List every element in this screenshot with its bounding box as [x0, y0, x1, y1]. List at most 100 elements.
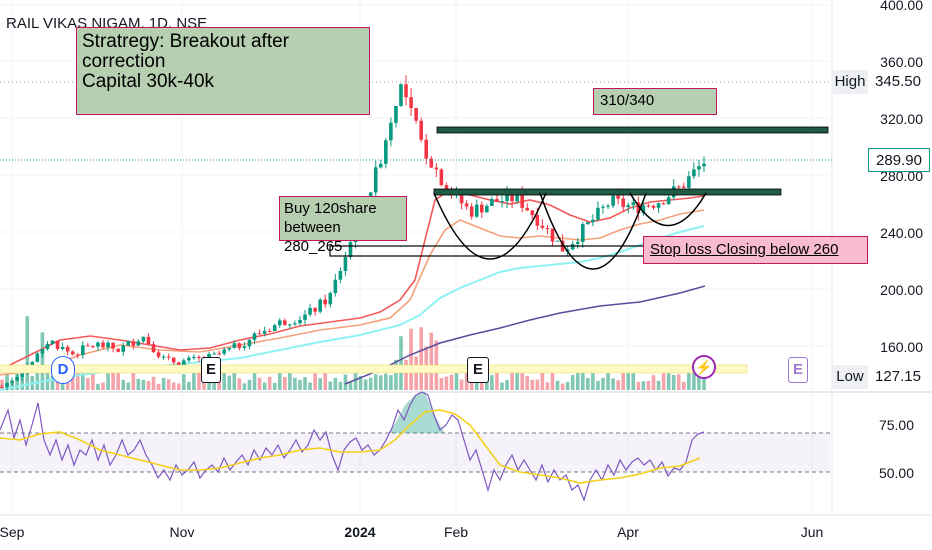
volume-bar	[338, 381, 343, 390]
time-tick-apr: Apr	[617, 524, 639, 540]
rsi-tick-75: 75.00	[879, 417, 914, 433]
volume-bar	[161, 377, 166, 390]
volume-bar	[343, 374, 348, 390]
candle-body	[545, 227, 550, 229]
candle-body	[283, 320, 287, 325]
volume-bar	[40, 332, 45, 390]
volume-bar	[550, 368, 555, 390]
candle-body	[126, 341, 131, 346]
candle-body	[596, 207, 600, 220]
candle-body	[555, 240, 560, 242]
drawings[interactable]	[329, 126, 829, 270]
candle-body	[136, 341, 141, 346]
candle-body	[187, 357, 191, 361]
resistance-bar-lower[interactable]	[433, 188, 782, 196]
candle-body	[91, 346, 95, 348]
candle-body	[121, 345, 126, 352]
volume-bar	[661, 373, 666, 390]
volume-bar	[525, 375, 530, 390]
strategy-note[interactable]: Stratregy: Breakout after correction Cap…	[76, 27, 370, 115]
volume-bar	[96, 383, 100, 390]
price-tick-240: 240.00	[880, 225, 923, 241]
cup-arc-middle[interactable]	[539, 192, 647, 270]
volume-bar	[697, 371, 701, 390]
last-price-badge[interactable]: 289.90	[868, 148, 930, 172]
volume-bar	[591, 370, 595, 390]
volume-bar	[687, 369, 691, 390]
volume-bar	[348, 382, 353, 390]
candle-body	[515, 192, 519, 202]
volume-bar	[586, 378, 590, 390]
candle-body	[601, 206, 605, 208]
earnings-marker-2[interactable]: E	[467, 357, 489, 383]
volume-bar	[671, 374, 676, 390]
volume-bar	[222, 368, 227, 390]
cup-arc-left[interactable]	[433, 192, 547, 260]
low-label: Low	[832, 365, 868, 389]
candle-body	[308, 307, 312, 315]
volume-bar	[86, 378, 90, 390]
volume-bar	[636, 381, 641, 390]
volume-bar	[681, 381, 686, 390]
volume-bar	[116, 371, 120, 390]
price-tick-360: 360.00	[880, 54, 923, 70]
rsi-ma-line	[0, 409, 701, 484]
candle-body	[227, 347, 232, 350]
volume-bar	[333, 377, 338, 390]
candle-body	[530, 210, 535, 216]
rsi-axis[interactable]: 75.00 50.00	[879, 417, 914, 481]
candle-body	[207, 354, 211, 360]
time-axis[interactable]: Sep Nov 2024 Feb Apr Jun	[0, 524, 823, 540]
volume-bar	[131, 368, 136, 390]
volume-bar	[495, 369, 499, 390]
volume-bar	[616, 380, 620, 390]
volume-bar	[449, 374, 454, 390]
volume-bar	[469, 379, 474, 390]
volume-bar	[378, 375, 383, 390]
candle-body	[197, 356, 201, 358]
stop-loss-note[interactable]: Stop loss Closing below 260	[643, 236, 868, 264]
dividend-marker[interactable]: D	[51, 356, 75, 384]
candle-body	[338, 270, 343, 280]
target-note[interactable]: 310/340	[593, 88, 717, 115]
candle-body	[591, 219, 595, 223]
flash-event-icon[interactable]: ⚡	[692, 355, 716, 379]
price-axis[interactable]: 400.00 360.00 320.00 280.00 240.00 200.0…	[880, 0, 923, 355]
candle-body	[176, 362, 181, 365]
volume-bar	[171, 382, 176, 390]
volume-bar	[10, 382, 14, 390]
volume-bar	[252, 373, 257, 390]
candle-body	[298, 319, 302, 324]
volume-bar	[15, 373, 19, 390]
volume-bar	[237, 378, 242, 390]
candle-body	[318, 299, 322, 312]
volume-bar	[646, 381, 651, 390]
buy-line-1: Buy 120share	[284, 200, 377, 217]
candle-body	[156, 352, 161, 357]
volume-bar	[151, 376, 156, 390]
candle-body	[116, 348, 120, 352]
time-tick-feb: Feb	[444, 524, 468, 540]
candle-body	[580, 224, 585, 242]
buy-note[interactable]: Buy 120share between 280_265	[279, 196, 407, 255]
candle-body	[293, 323, 297, 325]
candle-body	[217, 353, 221, 355]
volume-bar	[641, 381, 646, 390]
volume-bar	[560, 383, 565, 390]
volume-bar	[126, 382, 131, 390]
cup-arc-right[interactable]	[629, 192, 707, 227]
candle-body	[495, 198, 499, 202]
candle-body	[661, 203, 666, 205]
volume-bar	[187, 381, 191, 390]
resistance-bar-upper[interactable]	[436, 126, 829, 134]
candle-body	[111, 342, 115, 349]
candle-body	[525, 207, 530, 211]
volume-bar	[611, 378, 615, 390]
earnings-marker-1[interactable]: E	[201, 357, 221, 383]
upcoming-earnings-marker[interactable]: E	[788, 357, 808, 383]
volume-bar	[267, 376, 272, 390]
candle-body	[586, 222, 590, 225]
volume-bar	[288, 368, 292, 390]
volume-bar	[575, 371, 580, 390]
candle-body	[96, 342, 100, 347]
